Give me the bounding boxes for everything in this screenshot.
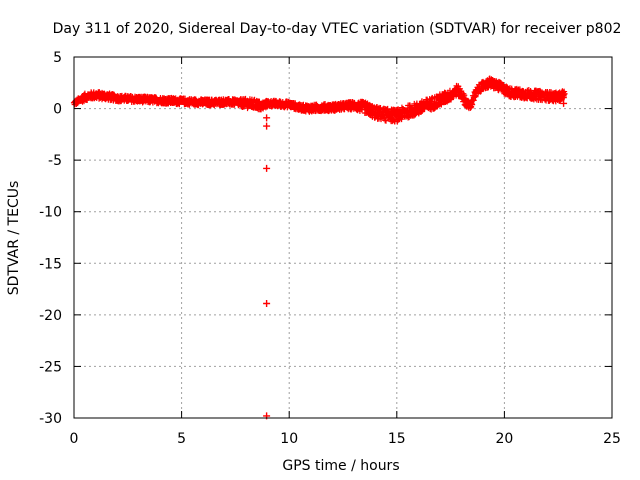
y-tick-label: 5 [53,50,62,66]
data-point [382,117,389,124]
data-point [561,90,568,97]
outlier-point [263,114,271,122]
y-tick-label: -10 [39,205,62,221]
y-tick-label: -30 [39,411,62,427]
y-tick-label: -5 [48,153,62,169]
y-tick-label: -15 [39,256,62,272]
outlier-point [263,300,271,308]
x-tick-label: 15 [388,431,406,447]
x-tick-label: 20 [495,431,513,447]
outlier-point [263,164,271,172]
data-point [467,104,474,111]
y-axis-label: SDTVAR / TECUs [6,181,22,296]
x-axis-label: GPS time / hours [282,458,399,474]
x-tick-label: 25 [603,431,621,447]
data-point [472,93,479,100]
plot-frame [73,56,613,419]
data-point [450,93,457,100]
data-layer [70,75,568,420]
x-tick-label: 5 [177,431,186,447]
outlier-point [263,122,271,130]
y-tick-label: -20 [39,308,62,324]
tick-label-layer: 0 5 10 15 20 25 5 0 -5 -10 -15 -20 -25 -30 [39,50,621,447]
outlier-point [560,99,568,107]
data-point [468,101,475,108]
y-tick-label: -25 [39,359,62,375]
chart-title: Day 311 of 2020, Sidereal Day-to-day VTE… [53,21,622,37]
y-tick-label: 0 [53,102,62,118]
x-tick-label: 0 [70,431,79,447]
x-tick-label: 10 [280,431,298,447]
